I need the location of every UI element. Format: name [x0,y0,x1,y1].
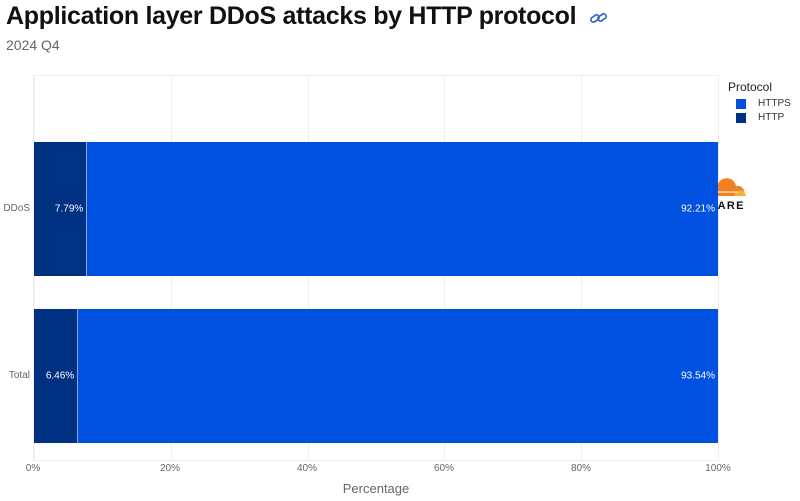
legend-label: HTTP [758,112,785,123]
x-tick-label: 0% [25,463,41,474]
legend-title: Protocol [728,80,773,94]
legend: Protocol HTTPS HTTP [728,80,791,123]
link-icon[interactable] [589,3,609,32]
bar-segment-https: 92.21% [87,142,718,276]
legend-item-https[interactable]: HTTPS [736,98,791,109]
legend-swatch [736,112,746,123]
bar-ddos: 7.79% 92.21% [34,142,718,276]
bar-segment-http: 7.79% [34,142,88,276]
bar-total: 6.46% 93.54% [34,309,718,443]
bar-segment-http: 6.46% [34,309,79,443]
bar-value-label: 7.79% [54,203,84,215]
y-tick-label: Total [8,370,30,381]
legend-swatch [736,98,746,109]
legend-label: HTTPS [758,98,791,109]
legend-item-http[interactable]: HTTP [736,112,791,123]
bar-value-label: 6.46% [45,370,75,382]
x-tick-label: 80% [570,463,592,474]
x-tick-label: 100% [705,463,731,474]
y-tick-label: DDoS [3,203,30,214]
chart-title: Application layer DDoS attacks by HTTP p… [6,2,609,32]
chart-title-text: Application layer DDoS attacks by HTTP p… [6,2,577,30]
plot-area: CLOUDFLARE 7.79% 92.21% 6.46% 93.54% [33,75,746,461]
bar-value-label: 93.54% [681,370,715,382]
x-tick-label: 60% [433,463,455,474]
x-tick-label: 40% [296,463,318,474]
bar-value-label: 92.21% [681,203,715,215]
x-tick-label: 20% [159,463,181,474]
bar-segment-https: 93.54% [78,309,718,443]
x-axis-label: Percentage [342,481,410,496]
chart-subtitle: 2024 Q4 [6,37,60,53]
